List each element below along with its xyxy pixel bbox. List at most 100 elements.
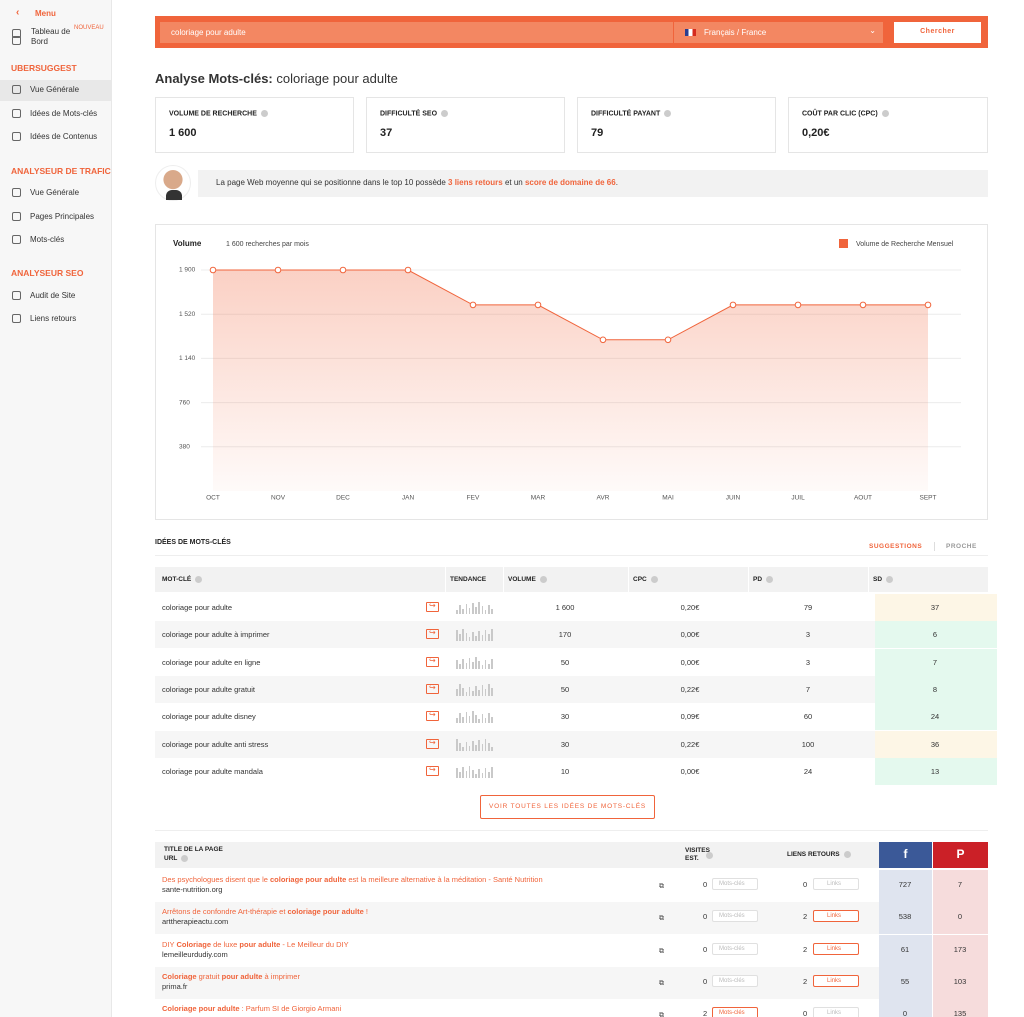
keyword[interactable]: coloriage pour adulte mandala: [162, 766, 263, 776]
metric-card: COÛT PAR CLIC (CPC) 0,20€: [788, 97, 988, 153]
open-icon[interactable]: ↪: [426, 765, 439, 776]
keyword[interactable]: coloriage pour adulte à imprimer: [162, 630, 270, 640]
see-all-button[interactable]: VOIR TOUTES LES IDÉES DE MOTS-CLÉS: [480, 795, 655, 819]
arrow: ↪: [429, 655, 436, 665]
nav-item[interactable]: Vue Générale: [30, 188, 80, 197]
external-link[interactable]: ⧉: [659, 915, 664, 923]
keyword[interactable]: coloriage pour adulte gratuit: [162, 684, 255, 694]
volume: 50: [560, 657, 570, 667]
metric-card: VOLUME DE RECHERCHE 1 600: [155, 97, 354, 153]
nav-item[interactable]: Idées de Mots-clés: [30, 109, 98, 118]
page-title[interactable]: Coloriage gratuit pour adulte à imprimer: [162, 972, 300, 981]
point: [599, 336, 607, 344]
open-icon[interactable]: ↪: [426, 655, 439, 667]
nav-item[interactable]: Liens retours: [30, 314, 77, 323]
page-url: sante-nutrition.org: [162, 885, 223, 894]
facebook-shares: 727: [898, 880, 912, 889]
trend-bar: [462, 717, 464, 724]
nav-item[interactable]: Idées de Contenus: [30, 132, 98, 141]
title-part: pour adulte: [221, 971, 263, 981]
arrow: ↪: [429, 601, 436, 610]
links-select[interactable]: Links: [813, 878, 859, 890]
page-url: lemeilleurdudiy.com: [162, 949, 228, 959]
open-icon[interactable]: ↪: [426, 683, 439, 694]
help-icon: [706, 852, 713, 859]
chart-subtitle: 1 600 recherches par mois: [226, 241, 309, 248]
col-sep: [628, 567, 629, 592]
sd: 13: [930, 766, 940, 776]
keyword[interactable]: coloriage pour adulte anti stress: [162, 739, 269, 749]
links-select[interactable]: Links: [813, 910, 859, 923]
keywords-select[interactable]: Mots-clés: [712, 910, 758, 923]
external-link[interactable]: ⧉: [659, 1012, 664, 1017]
point: [404, 266, 412, 274]
nav-item[interactable]: Audit de Site: [30, 291, 76, 300]
language-select[interactable]: Français / France ⌄: [674, 22, 883, 43]
tab[interactable]: PROCHE: [946, 543, 977, 550]
visits: 0: [703, 976, 708, 986]
dashboard-link[interactable]: Tableau de Bord: [31, 27, 71, 46]
trend-bar: [475, 636, 477, 642]
external-link[interactable]: ⧉: [659, 979, 664, 987]
pages-header-bg: [155, 842, 879, 868]
keywords-select[interactable]: Mots-clés: [712, 878, 758, 890]
search-input[interactable]: coloriage pour adulte: [160, 22, 673, 43]
trend-bar: [481, 606, 484, 614]
metric-value: 79: [591, 127, 604, 139]
trend-bar: [462, 658, 464, 669]
page-title[interactable]: DIY Coloriage de luxe pour adulte - Le M…: [162, 940, 349, 949]
nav-item[interactable]: Vue Générale: [30, 85, 80, 94]
table-header: CPC: [633, 576, 658, 583]
external-link[interactable]: ⧉: [659, 947, 664, 955]
external-link[interactable]: ⧉: [659, 883, 664, 890]
trend-bar: [456, 659, 458, 669]
title-part: Coloriage: [176, 939, 212, 949]
facebook-cell: [879, 870, 932, 902]
row-bg: [155, 703, 875, 731]
open-icon[interactable]: ↪: [426, 628, 439, 640]
trend-bar: [475, 773, 477, 778]
trend-bar: [472, 632, 474, 642]
keyword[interactable]: coloriage pour adulte disney: [162, 712, 256, 722]
point: [209, 266, 217, 274]
page-title[interactable]: Coloriage pour adulte : Parfum SI de Gio…: [162, 1004, 341, 1013]
links-select-label: Links: [827, 881, 842, 887]
nav-item[interactable]: Mots-clés: [30, 235, 65, 244]
facebook-shares: 61: [900, 944, 910, 954]
keywords-select[interactable]: Mots-clés: [712, 942, 758, 955]
trend-bar: [459, 683, 461, 696]
links-select[interactable]: Links: [813, 974, 859, 987]
menu-label[interactable]: Menu: [35, 9, 56, 18]
trend-bar: [488, 605, 490, 614]
open-icon[interactable]: ↪: [426, 738, 439, 749]
help-icon: [539, 576, 547, 583]
keywords-select[interactable]: Mots-clés: [712, 1007, 758, 1017]
metric-label: COÛT PAR CLIC (CPC): [802, 110, 889, 117]
nav-item[interactable]: Pages Principales: [30, 212, 95, 221]
open-icon[interactable]: ↪: [426, 601, 439, 612]
cpc: 0,00€: [680, 630, 700, 640]
links-select[interactable]: Links: [813, 942, 859, 955]
open-icon[interactable]: ↪: [426, 710, 439, 722]
tab-active[interactable]: SUGGESTIONS: [869, 543, 923, 550]
keyword[interactable]: coloriage pour adulte en ligne: [162, 657, 261, 667]
sd: 37: [930, 603, 940, 612]
trend-bar: [488, 634, 490, 642]
visits: 0: [703, 912, 708, 922]
links-select[interactable]: Links: [813, 1007, 859, 1017]
facebook-shares: 0: [902, 1009, 908, 1017]
metric-value: 0,20€: [802, 127, 830, 139]
point: [859, 301, 867, 309]
trend-bar: [491, 658, 493, 669]
trend-bar: [475, 685, 477, 696]
search-button[interactable]: Chercher: [894, 22, 981, 43]
facebook-cell: [879, 934, 932, 967]
banner-highlight: 3 liens retours: [448, 178, 503, 187]
trend-bar: [462, 687, 464, 696]
keywords-select[interactable]: Mots-clés: [712, 974, 758, 987]
point: [924, 301, 932, 309]
page-title[interactable]: Arrêtons de confondre Art-thérapie et co…: [162, 907, 368, 916]
page-title[interactable]: Des psychologues disent que le coloriage…: [162, 875, 543, 884]
title-part: coloriage pour adulte: [270, 875, 347, 884]
keyword[interactable]: coloriage pour adulte: [162, 603, 233, 612]
